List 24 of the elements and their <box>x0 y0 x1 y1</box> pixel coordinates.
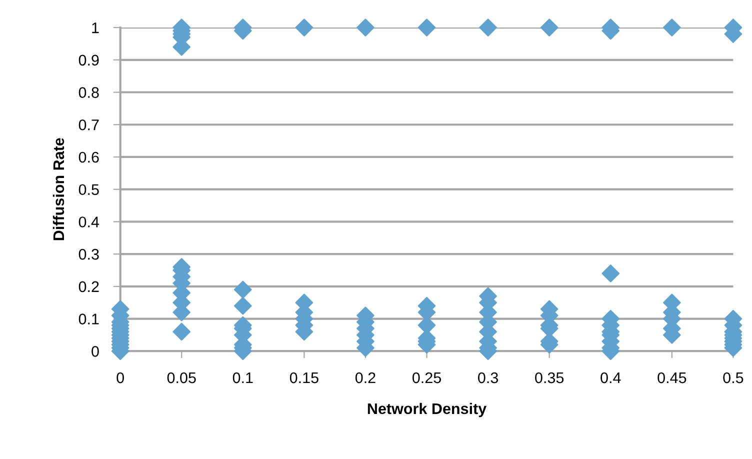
y-tick-label: 0.4 <box>78 216 100 228</box>
x-tick-label: 0.05 <box>167 372 196 384</box>
y-tick-label: 0.7 <box>78 119 99 130</box>
y-tick-label: 0.8 <box>78 87 99 98</box>
y-tick-label: 0.2 <box>78 281 99 292</box>
x-tick-label: 0.25 <box>412 372 441 384</box>
x-axis-title: Network Density <box>368 402 487 418</box>
y-axis-title: Diffusion Rate <box>52 138 64 240</box>
y-tick-label: 0.5 <box>78 184 99 196</box>
x-tick-label: 0.15 <box>290 372 318 384</box>
x-tick-label: 0.3 <box>478 372 498 384</box>
y-tick-label: 0.6 <box>78 152 99 163</box>
x-tick-label: 0.2 <box>355 372 376 384</box>
y-tick-label: 0.3 <box>78 248 99 260</box>
x-tick-label: 0.5 <box>723 372 744 384</box>
x-tick-label: 0.4 <box>600 372 621 384</box>
y-tick-label: 0.1 <box>78 314 99 324</box>
x-tick-label: 0.1 <box>232 372 253 384</box>
x-tick-label: 0.45 <box>658 372 686 384</box>
y-tick-label: 0 <box>92 346 99 357</box>
y-tick-label: 0.9 <box>78 54 99 66</box>
x-tick-label: 0.35 <box>535 372 564 384</box>
y-tick-label: 1 <box>92 22 99 34</box>
x-tick-label: 0 <box>116 372 124 384</box>
